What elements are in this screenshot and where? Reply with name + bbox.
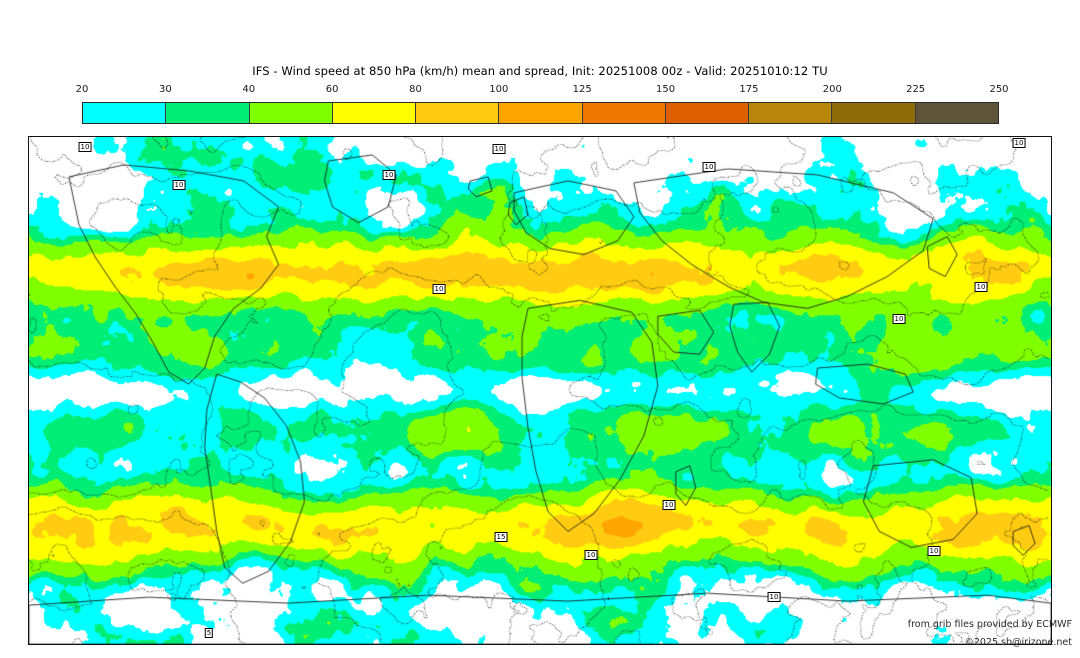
colorbar-segment	[332, 103, 417, 123]
colorbar-tick-label: 225	[906, 84, 926, 95]
colorbar-segment	[665, 103, 750, 123]
colorbar-segment	[249, 103, 333, 123]
colorbar-segment	[832, 103, 916, 123]
weather-map-canvas[interactable]	[29, 137, 1051, 644]
attribution-source: from grib files provided by ECMWF	[907, 619, 1072, 630]
colorbar-tick-label: 20	[75, 84, 89, 95]
colorbar-tick-label: 100	[489, 84, 509, 95]
colorbar-segment	[915, 103, 998, 123]
colorbar-tick-label: 250	[989, 84, 1009, 95]
colorbar-tick-labels: 20 30 40 60 80 100 125 150 175 200 225 250	[76, 84, 1009, 100]
map-panel[interactable]: 10 10 10 10 10 10 10 10 10 15 10 10 10 10 5	[28, 136, 1052, 645]
attribution-copyright: ©2025 sb@irizone.net	[964, 637, 1072, 648]
colorbar-segment	[416, 103, 500, 123]
colorbar-gradient-bar	[82, 102, 999, 124]
colorbar-tick-label: 60	[325, 84, 339, 95]
colorbar-tick-label: 175	[739, 84, 759, 95]
page-title: IFS - Wind speed at 850 hPa (km/h) mean …	[252, 64, 828, 78]
colorbar-tick-label: 200	[822, 84, 842, 95]
colorbar-tick-label: 150	[655, 84, 676, 95]
colorbar-tick-label: 30	[158, 84, 172, 95]
colorbar-tick-label: 125	[572, 84, 592, 95]
colorbar-segment	[749, 103, 833, 123]
colorbar-segment	[166, 103, 250, 123]
colorbar-tick-label: 40	[242, 84, 256, 95]
colorbar-tick-label: 80	[409, 84, 422, 95]
colorbar-segment	[499, 103, 583, 123]
colorbar-segment	[582, 103, 666, 123]
colorbar: 20 30 40 60 80 100 125 150 175 200 225 250	[76, 84, 1009, 126]
colorbar-segment	[83, 103, 167, 123]
